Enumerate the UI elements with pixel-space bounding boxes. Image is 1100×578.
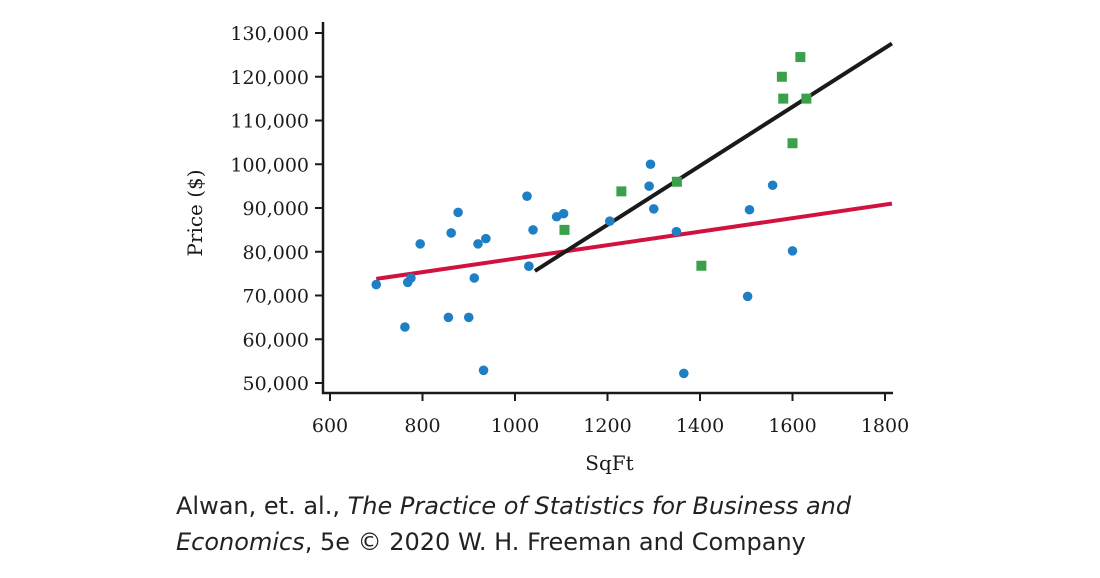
y-tick-label: 60,000 xyxy=(243,329,309,351)
data-point-circle xyxy=(481,233,491,244)
data-point-circle xyxy=(443,312,454,323)
y-tick-label: 90,000 xyxy=(243,198,309,220)
data-point-circle xyxy=(645,159,656,170)
x-tick-label: 1600 xyxy=(768,415,816,437)
data-point-square xyxy=(616,186,627,197)
y-tick-label: 120,000 xyxy=(230,67,309,89)
data-point-circle xyxy=(473,239,483,249)
y-axis-title: Price ($) xyxy=(183,169,207,256)
data-point-square xyxy=(671,176,682,187)
data-point-circle xyxy=(744,204,755,215)
data-point-square xyxy=(696,260,707,271)
data-point-square xyxy=(795,52,806,63)
credit-authors: Alwan, et. al., xyxy=(176,492,348,520)
data-point-circle xyxy=(787,246,798,256)
data-point-circle xyxy=(463,312,474,323)
figure-credit: Alwan, et. al., The Practice of Statisti… xyxy=(176,488,851,560)
data-point-square xyxy=(559,224,570,235)
y-tick-label: 130,000 xyxy=(230,23,309,45)
x-tick-label: 600 xyxy=(312,415,348,437)
regression-line-black xyxy=(533,41,894,273)
scatter-chart: 600 800 1000 1200 1400 1600 1800 50,000 60,000 70… xyxy=(183,22,909,475)
data-point-circle xyxy=(767,180,778,191)
x-tick-label: 1400 xyxy=(676,415,724,437)
x-tick-label: 800 xyxy=(404,415,440,437)
y-tick-label: 50,000 xyxy=(243,373,309,395)
data-point-square xyxy=(787,138,798,149)
data-point-circle xyxy=(478,365,489,376)
data-point-circle xyxy=(679,368,689,379)
data-point-circle xyxy=(605,216,615,226)
x-axis-title: SqFt xyxy=(585,451,633,475)
data-point-square xyxy=(801,93,812,104)
data-point-square xyxy=(778,93,789,104)
y-tick-label: 80,000 xyxy=(243,242,309,264)
data-point-circle xyxy=(371,279,382,290)
data-point-circle xyxy=(648,204,659,214)
data-point-circle xyxy=(644,181,654,191)
data-point-circle xyxy=(469,273,480,283)
data-point-circle xyxy=(406,273,416,283)
data-point-square xyxy=(776,71,787,82)
data-point-circle xyxy=(522,191,532,201)
y-tick-label: 70,000 xyxy=(243,286,309,308)
data-point-circle xyxy=(558,208,569,219)
credit-book-title-2: Economics xyxy=(176,528,305,556)
x-tick-label: 1200 xyxy=(583,415,631,437)
y-tick-label: 100,000 xyxy=(230,154,309,176)
data-point-circle xyxy=(446,228,456,238)
data-point-circle xyxy=(671,226,682,237)
data-point-circle xyxy=(742,291,753,302)
data-point-circle xyxy=(453,207,463,218)
regression-line-red xyxy=(375,201,893,281)
data-point-circle xyxy=(400,322,410,332)
credit-line-2: Economics, 5e © 2020 W. H. Freeman and C… xyxy=(176,524,851,560)
credit-edition: , 5e © 2020 W. H. Freeman and Company xyxy=(304,528,806,556)
credit-book-title-1: The Practice of Statistics for Business … xyxy=(347,492,852,520)
credit-line-1: Alwan, et. al., The Practice of Statisti… xyxy=(176,488,851,524)
y-tick-label: 110,000 xyxy=(230,111,309,133)
x-tick-label: 1000 xyxy=(491,415,539,437)
data-point-circle xyxy=(524,261,534,271)
data-point-circle xyxy=(528,225,538,235)
x-tick-label: 1800 xyxy=(861,415,909,437)
data-point-circle xyxy=(415,239,425,249)
